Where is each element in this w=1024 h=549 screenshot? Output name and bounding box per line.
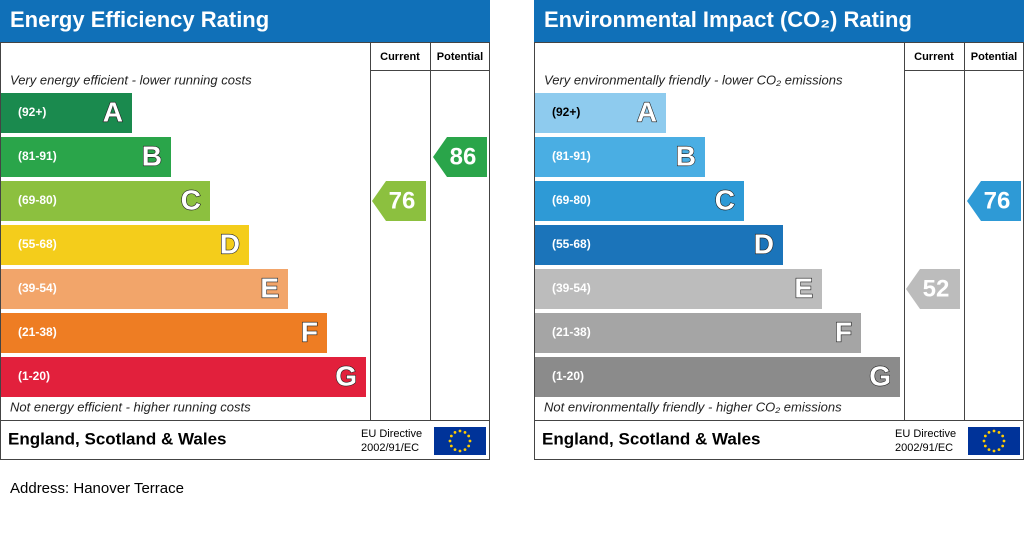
rating-arrow xyxy=(906,269,960,309)
eu-star xyxy=(1001,444,1005,448)
band-letter: E xyxy=(260,272,279,303)
directive-line: EU Directive xyxy=(361,428,422,440)
bottom-caption: Not energy efficient - higher running co… xyxy=(10,399,251,414)
rating-band xyxy=(535,357,900,397)
directive-line: 2002/91/EC xyxy=(895,442,953,454)
eu-star xyxy=(997,430,1001,434)
eu-star xyxy=(449,444,453,448)
eu-star xyxy=(468,439,472,443)
rating-band xyxy=(535,269,822,309)
eu-star xyxy=(982,439,986,443)
eu-star xyxy=(992,429,996,433)
rating-band xyxy=(535,313,861,353)
eu-star xyxy=(463,430,467,434)
band-letter: D xyxy=(754,228,774,259)
band-letter: G xyxy=(869,360,891,391)
eu-star xyxy=(467,434,471,438)
rating-value: 76 xyxy=(389,187,416,214)
band-range: (92+) xyxy=(18,105,46,119)
band-range: (69-80) xyxy=(552,193,591,207)
band-range: (81-91) xyxy=(552,149,591,163)
band-range: (1-20) xyxy=(552,369,584,383)
title-bar xyxy=(534,0,1024,42)
eu-star xyxy=(997,448,1001,452)
band-letter: E xyxy=(794,272,813,303)
band-range: (55-68) xyxy=(18,237,57,251)
column-header: Potential xyxy=(971,51,1017,63)
eu-star xyxy=(453,448,457,452)
directive-line: EU Directive xyxy=(895,428,956,440)
rating-band xyxy=(1,225,249,265)
band-letter: C xyxy=(181,184,201,215)
band-range: (69-80) xyxy=(18,193,57,207)
band-letter: B xyxy=(676,140,696,171)
rating-band xyxy=(1,357,366,397)
eu-star xyxy=(448,439,452,443)
top-caption: Very environmentally friendly - lower CO… xyxy=(544,72,843,87)
band-range: (81-91) xyxy=(18,149,57,163)
rating-band xyxy=(1,93,132,133)
rating-band xyxy=(1,137,171,177)
footer-region: England, Scotland & Wales xyxy=(542,429,761,448)
eu-star xyxy=(453,430,457,434)
rating-value: 52 xyxy=(923,275,950,302)
column-header: Current xyxy=(380,51,420,63)
band-letter: B xyxy=(142,140,162,171)
band-letter: A xyxy=(637,96,657,127)
band-letter: D xyxy=(220,228,240,259)
eu-star xyxy=(458,429,462,433)
panel-title: Energy Efficiency Rating xyxy=(10,7,269,32)
band-letter: A xyxy=(103,96,123,127)
title-bar xyxy=(0,0,490,42)
eu-star xyxy=(983,434,987,438)
band-range: (39-54) xyxy=(552,281,591,295)
bottom-caption: Not environmentally friendly - higher CO… xyxy=(544,399,842,414)
footer-region: England, Scotland & Wales xyxy=(8,429,227,448)
rating-band xyxy=(1,269,288,309)
eu-star xyxy=(992,449,996,453)
band-range: (21-38) xyxy=(552,325,591,339)
directive-line: 2002/91/EC xyxy=(361,442,419,454)
eu-star xyxy=(458,449,462,453)
panel-frame xyxy=(0,42,490,460)
band-range: (21-38) xyxy=(18,325,57,339)
eu-star xyxy=(987,430,991,434)
address: Address: Hanover Terrace xyxy=(10,480,184,497)
band-range: (55-68) xyxy=(552,237,591,251)
column-header: Potential xyxy=(437,51,483,63)
band-range: (39-54) xyxy=(18,281,57,295)
eu-star xyxy=(467,444,471,448)
eu-star xyxy=(463,448,467,452)
rating-arrow xyxy=(433,137,487,177)
eu-star xyxy=(1002,439,1006,443)
band-range: (92+) xyxy=(552,105,580,119)
rating-arrow xyxy=(967,181,1021,221)
panel-title: Environmental Impact (CO₂) Rating xyxy=(544,7,912,32)
rating-value: 76 xyxy=(984,187,1011,214)
top-caption: Very energy efficient - lower running co… xyxy=(10,72,252,87)
eu-star xyxy=(987,448,991,452)
eu-star xyxy=(1001,434,1005,438)
band-letter: G xyxy=(335,360,357,391)
eu-star xyxy=(449,434,453,438)
rating-value: 86 xyxy=(450,143,477,170)
band-letter: F xyxy=(301,316,318,347)
rating-band xyxy=(535,181,744,221)
rating-band xyxy=(535,225,783,265)
rating-band xyxy=(1,181,210,221)
band-range: (1-20) xyxy=(18,369,50,383)
band-letter: F xyxy=(835,316,852,347)
band-letter: C xyxy=(715,184,735,215)
column-header: Current xyxy=(914,51,954,63)
rating-band xyxy=(535,137,705,177)
rating-band xyxy=(1,313,327,353)
rating-arrow xyxy=(372,181,426,221)
rating-band xyxy=(535,93,666,133)
eu-star xyxy=(983,444,987,448)
